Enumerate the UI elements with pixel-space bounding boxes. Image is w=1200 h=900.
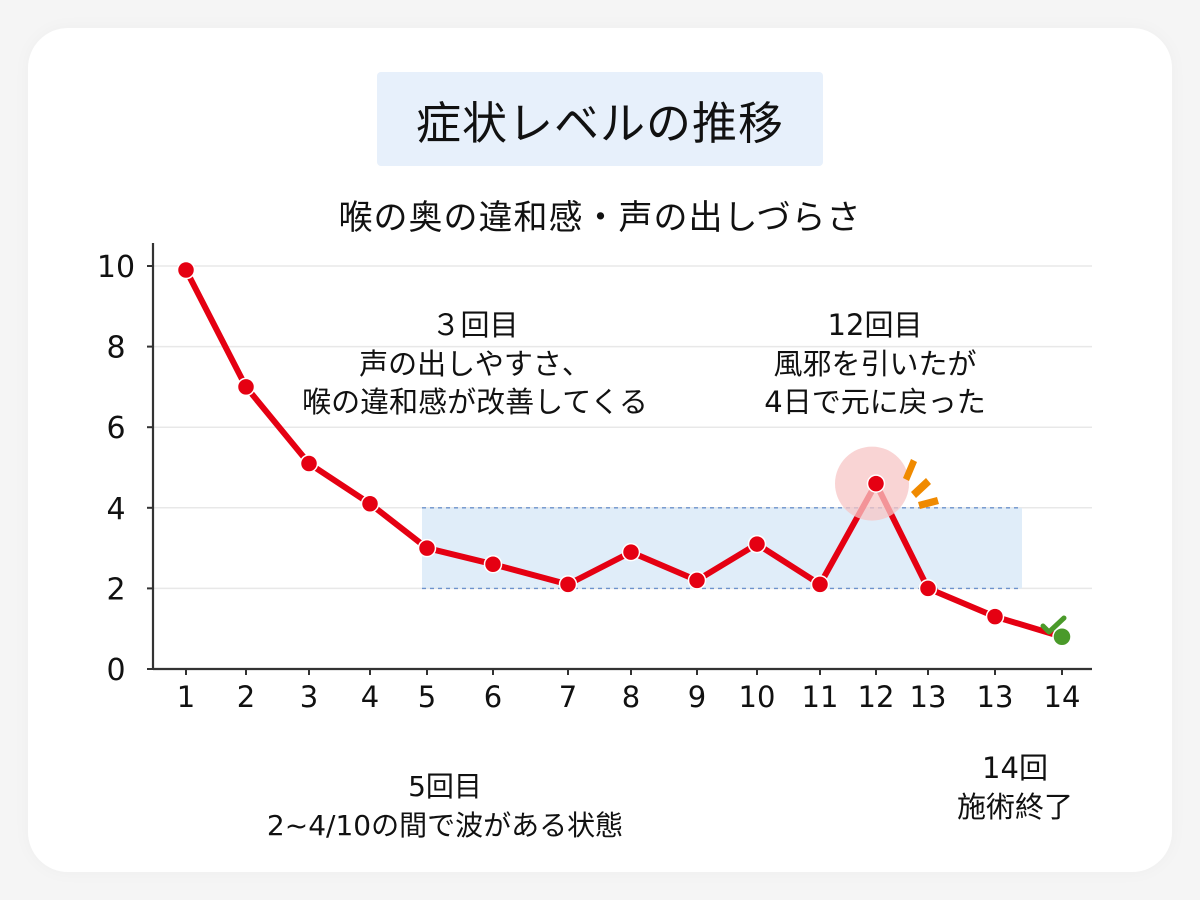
- x-axis-tick-label: 4: [361, 680, 379, 714]
- y-axis-tick-label: 6: [106, 411, 125, 446]
- data-point: [985, 607, 1005, 626]
- annotation-round-5: 5回目 2~4/10の間で波がある状態: [240, 768, 650, 845]
- x-axis-tick-label: 1: [177, 680, 195, 714]
- annotation-round-5-line-2: 2~4/10の間で波がある状態: [266, 808, 624, 842]
- x-axis-tick-label: 7: [559, 680, 577, 714]
- x-axis-tick-label: 6: [484, 680, 502, 714]
- x-axis-tick-label: 13: [977, 680, 1014, 714]
- annotation-round-12-line-3: 4日で元に戻った: [764, 385, 986, 420]
- data-points: [176, 260, 1072, 647]
- axes: [147, 243, 1092, 675]
- annotation-round-3: ３回目 声の出しやすさ、 喉の違和感が改善してくる: [300, 306, 650, 422]
- x-axis-tick-label: 5: [418, 680, 436, 714]
- chart-title: 症状レベルの推移: [377, 72, 823, 166]
- chart-card: [28, 28, 1172, 872]
- y-axis-tick-label: 4: [106, 492, 125, 527]
- x-axis-tick-label: 9: [688, 680, 706, 714]
- x-axis-tick-label: 2: [237, 680, 255, 714]
- x-axis-tick-label: 8: [622, 680, 640, 714]
- data-point: [621, 542, 641, 562]
- final-data-point: [1052, 627, 1072, 647]
- data-point: [360, 494, 380, 514]
- spike-spark-1: [903, 459, 917, 481]
- data-point: [299, 454, 319, 473]
- x-axis-tick-label: 12: [858, 680, 895, 714]
- annotation-round-3-line-2: 声の出しやすさ、: [359, 346, 591, 381]
- data-point: [417, 538, 437, 558]
- data-point: [810, 575, 830, 594]
- annotation-round-3-line-3: 喉の違和感が改善してくる: [302, 385, 648, 420]
- annotation-round-3-line-1: ３回目: [431, 308, 519, 342]
- data-point: [483, 554, 503, 574]
- x-axis-tick-label: 3: [300, 680, 318, 714]
- annotation-round-12-line-2: 風邪を引いたが: [773, 346, 977, 381]
- range-band: [422, 507, 1022, 590]
- spike-spark-3: [918, 497, 939, 509]
- data-point: [747, 534, 767, 554]
- check-icon: [1040, 615, 1067, 635]
- final-check-mark: [1040, 615, 1067, 635]
- data-point: [236, 377, 256, 397]
- annotation-round-14: 14回 施術終了: [930, 749, 1100, 828]
- data-point: [918, 579, 938, 598]
- y-axis-tick-label: 10: [97, 250, 135, 285]
- annotation-round-14-line-1: 14回: [982, 751, 1048, 785]
- x-axis-tick-label: 10: [739, 680, 776, 714]
- x-axis-tick-label: 13: [910, 680, 947, 714]
- data-point: [687, 571, 707, 590]
- range-band-fill: [422, 507, 1022, 589]
- spike-spark-2: [911, 478, 931, 498]
- annotation-round-12-line-1: 12回目: [827, 308, 923, 342]
- annotation-round-5-line-1: 5回目: [408, 770, 482, 803]
- annotation-round-12: 12回目 風邪を引いたが 4日で元に戻った: [735, 306, 1015, 422]
- chart-subtitle: 喉の奥の違和感・声の出しづらさ: [338, 198, 862, 238]
- y-axis-tick-label: 2: [106, 572, 125, 607]
- annotation-round-14-line-2: 施術終了: [956, 790, 1073, 825]
- data-point: [176, 260, 196, 280]
- x-axis-tick-label: 11: [802, 680, 839, 714]
- data-point: [558, 575, 578, 594]
- x-axis-tick-label: 14: [1044, 680, 1081, 714]
- y-axis-tick-label: 0: [106, 653, 125, 688]
- data-point: [866, 474, 886, 493]
- y-axis-tick-label: 8: [106, 331, 125, 366]
